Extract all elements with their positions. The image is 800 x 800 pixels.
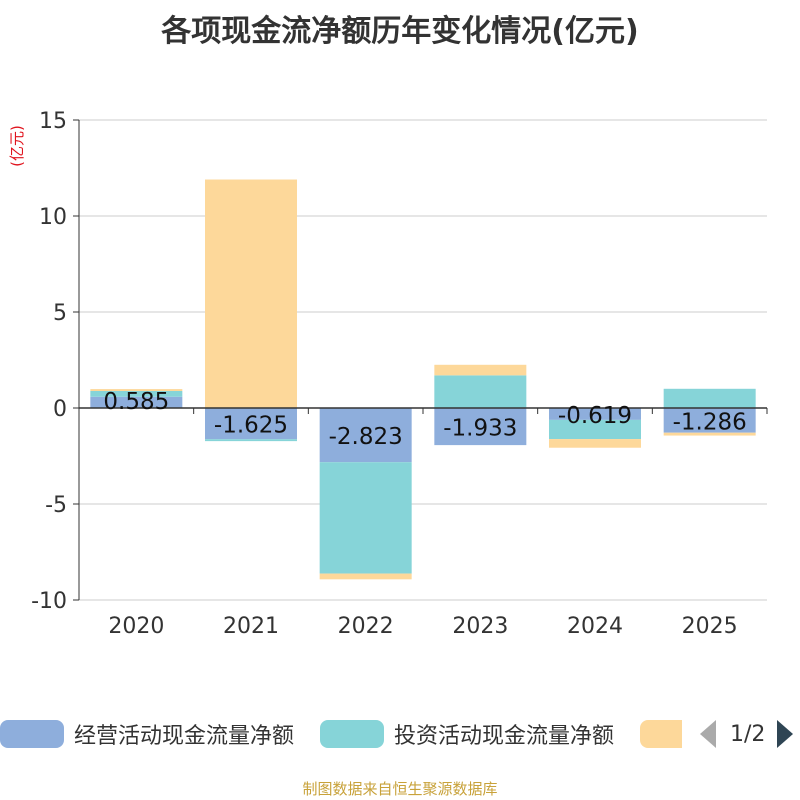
bar-financing-2022[interactable]	[319, 573, 412, 580]
bar-investing-2022[interactable]	[319, 462, 412, 574]
bar-financing-2020[interactable]	[90, 389, 183, 392]
bar-financing-2023[interactable]	[434, 364, 527, 376]
data-label: -1.286	[673, 409, 747, 435]
x-tick-label: 2020	[108, 614, 164, 639]
bar-financing-2025[interactable]	[663, 432, 756, 436]
x-tick-label: 2024	[567, 614, 623, 639]
y-tick-label: 15	[39, 109, 67, 134]
prev-page-icon[interactable]	[700, 720, 716, 748]
bar-financing-2021[interactable]	[205, 179, 297, 408]
bar-operating-2022[interactable]	[319, 408, 412, 463]
data-label: -1.933	[443, 416, 517, 442]
y-tick-label: -10	[31, 589, 67, 614]
bar-investing-2020[interactable]	[90, 391, 183, 397]
y-tick-label: 5	[53, 301, 67, 326]
legend-swatch-operating	[0, 720, 64, 748]
bar-investing-2021[interactable]	[205, 439, 297, 442]
data-label: -0.619	[558, 403, 632, 429]
bar-investing-2024[interactable]	[549, 419, 641, 440]
bar-operating-2020[interactable]	[90, 396, 183, 408]
legend-label-investing: 投资活动现金流量净额	[394, 724, 615, 749]
x-tick-label: 2025	[682, 614, 738, 639]
legend-swatch-investing	[320, 720, 384, 748]
bar-financing-2024[interactable]	[549, 439, 641, 448]
legend-item-operating[interactable]: 经营活动现金流量净额	[0, 714, 294, 754]
y-tick-label: 0	[53, 397, 67, 422]
y-tick-label: 10	[39, 205, 67, 230]
data-source-footer: 制图数据来自恒生聚源数据库	[302, 780, 498, 798]
chart-area: 15 10 5 0 -5 -10 (亿元) 2020 2021 2022 2023 2024 2025 0…	[8, 109, 768, 639]
bar-operating-2025[interactable]	[663, 408, 756, 433]
legend-label-operating: 经营活动现金流量净额	[74, 724, 295, 749]
bar-operating-2024[interactable]	[549, 408, 641, 420]
legend-page-indicator: 1/2	[730, 721, 766, 747]
y-tick-label: -5	[45, 493, 67, 518]
x-tick-label: 2021	[223, 614, 279, 639]
bar-investing-2025[interactable]	[663, 388, 756, 408]
next-page-icon[interactable]	[777, 720, 794, 748]
bar-operating-2023[interactable]	[434, 408, 527, 446]
y-axis-label: (亿元)	[8, 125, 26, 167]
x-tick-label: 2023	[452, 614, 508, 639]
data-label: -1.625	[214, 413, 288, 439]
legend-swatch-financing	[640, 720, 682, 748]
legend-item-financing[interactable]	[640, 714, 692, 754]
bar-investing-2023[interactable]	[434, 375, 527, 408]
x-tick-label: 2022	[338, 614, 394, 639]
legend-pager: 1/2	[700, 714, 794, 754]
legend-item-investing[interactable]: 投资活动现金流量净额	[320, 714, 614, 754]
data-label: -2.823	[329, 424, 403, 450]
data-label: 0.585	[103, 389, 169, 415]
legend: 经营活动现金流量净额 投资活动现金流量净额 1/2	[0, 714, 800, 754]
bar-operating-2021[interactable]	[205, 408, 297, 440]
chart-title: 各项现金流净额历年变化情况(亿元)	[161, 14, 639, 49]
